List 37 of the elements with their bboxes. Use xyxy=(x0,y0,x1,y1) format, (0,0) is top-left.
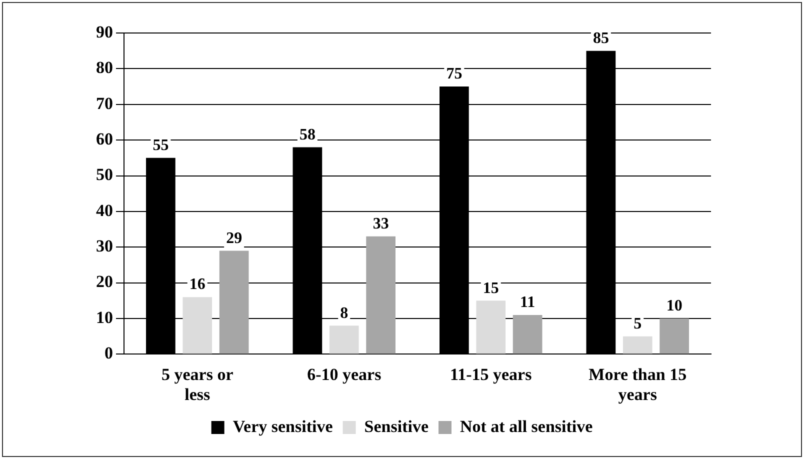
data-label: 29 xyxy=(226,230,242,247)
x-tick-label: 5 years or less xyxy=(161,364,234,404)
y-tick-label: 50 xyxy=(96,165,113,184)
legend-label: Not at all sensitive xyxy=(460,416,594,436)
y-tick-label: 40 xyxy=(96,200,113,220)
legend-label: Very sensitive xyxy=(232,416,334,436)
data-label: 58 xyxy=(299,126,316,144)
y-tick-label: 60 xyxy=(96,129,113,148)
y-tick-label: 90 xyxy=(96,22,113,42)
bar xyxy=(182,297,212,354)
data-label: 85 xyxy=(592,30,609,47)
data-label: 55 xyxy=(152,137,169,154)
legend-label: Sensitive xyxy=(364,416,429,436)
bar xyxy=(219,250,249,354)
y-tick-label: 0 xyxy=(104,344,113,363)
data-label: 8 xyxy=(340,304,348,322)
x-tick-label: More than 15 years xyxy=(588,364,687,404)
y-tick-label: 30 xyxy=(96,236,113,256)
data-label: 15 xyxy=(482,280,499,297)
data-label: 75 xyxy=(446,66,462,83)
data-label: 11 xyxy=(520,294,536,312)
y-tick-label: 80 xyxy=(96,58,113,78)
y-tick-label: 70 xyxy=(96,94,113,113)
bar xyxy=(512,314,542,354)
data-label: 5 xyxy=(634,315,642,332)
y-tick-label: 10 xyxy=(96,308,113,327)
data-label: 10 xyxy=(666,298,682,315)
x-tick-label: 11-15 years xyxy=(450,364,532,384)
bar xyxy=(366,236,396,354)
bar xyxy=(622,336,652,354)
bar xyxy=(660,318,689,354)
data-label: 33 xyxy=(372,216,389,233)
x-tick-label: 6-10 years xyxy=(307,364,382,384)
bar xyxy=(476,300,506,354)
data-label: 16 xyxy=(189,276,206,294)
y-tick-label: 20 xyxy=(96,272,113,292)
bar xyxy=(329,326,359,354)
